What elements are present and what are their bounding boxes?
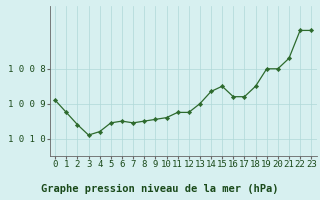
Text: Graphe pression niveau de la mer (hPa): Graphe pression niveau de la mer (hPa) [41,184,279,194]
